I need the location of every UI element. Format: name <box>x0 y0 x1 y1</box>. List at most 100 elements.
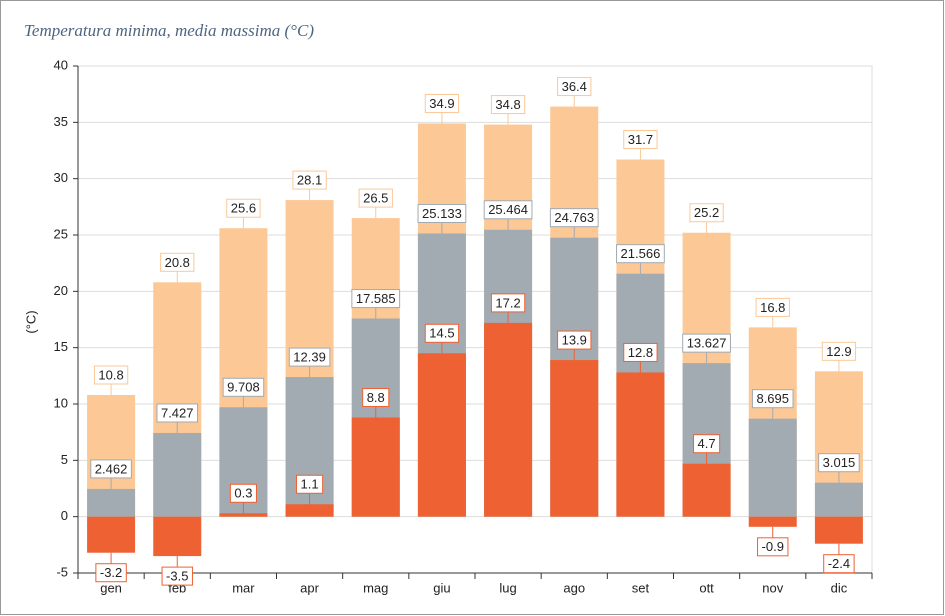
bar <box>153 516 202 557</box>
y-axis-label: (°C) <box>23 310 38 333</box>
value-label: 4.7 <box>698 436 716 451</box>
label-box <box>557 330 592 350</box>
value-label: 12.8 <box>628 345 653 360</box>
x-tick-label: dic <box>831 580 848 595</box>
label-box <box>623 130 658 150</box>
label-box <box>616 244 665 264</box>
bar <box>682 463 731 517</box>
label-box <box>490 293 526 313</box>
label-box <box>93 365 129 385</box>
value-label: -3.5 <box>166 569 188 584</box>
label-box <box>755 297 790 317</box>
label-box <box>358 188 393 208</box>
bar <box>616 372 665 517</box>
value-label: 25.2 <box>694 205 719 220</box>
label-box <box>161 566 193 586</box>
value-label: 17.2 <box>495 295 520 310</box>
y-tick-label: 10 <box>54 395 68 410</box>
bar <box>351 417 400 517</box>
y-tick-label: 30 <box>54 170 68 185</box>
value-label: 25.6 <box>231 201 256 216</box>
label-box <box>549 208 599 228</box>
y-tick-label: 40 <box>54 57 68 72</box>
bar <box>417 353 466 517</box>
label-box <box>682 333 731 353</box>
y-tick-label: 35 <box>54 114 68 129</box>
label-box <box>557 77 592 97</box>
bar <box>748 516 797 527</box>
x-tick-label: mar <box>232 580 255 595</box>
value-label: 21.566 <box>621 246 661 261</box>
value-label: 3.015 <box>823 455 856 470</box>
y-tick-label: -5 <box>56 564 68 579</box>
value-label: 14.5 <box>429 326 454 341</box>
value-label: 12.9 <box>826 344 851 359</box>
label-box <box>229 483 257 503</box>
label-box <box>751 389 794 409</box>
x-tick-label: set <box>632 580 650 595</box>
label-box <box>288 347 331 367</box>
value-label: -3.2 <box>100 565 122 580</box>
label-box <box>222 377 265 397</box>
value-label: 20.8 <box>165 255 190 270</box>
label-box <box>362 388 390 408</box>
value-label: -0.9 <box>762 539 784 554</box>
value-label: 9.708 <box>227 380 260 395</box>
bar <box>814 516 863 544</box>
value-label: 25.464 <box>488 202 528 217</box>
bar <box>550 360 599 517</box>
label-box <box>90 459 132 479</box>
value-label: 24.763 <box>554 210 594 225</box>
label-box <box>689 203 724 223</box>
x-tick-label: ago <box>563 580 585 595</box>
y-tick-label: 0 <box>61 508 68 523</box>
label-box <box>95 563 127 583</box>
label-box <box>424 323 460 343</box>
x-tick-label: giu <box>433 580 450 595</box>
label-box <box>226 198 261 218</box>
value-label: 0.3 <box>234 486 252 501</box>
value-label: 12.39 <box>293 350 326 365</box>
x-tick-label: nov <box>762 580 783 595</box>
x-tick-label: lug <box>499 580 516 595</box>
value-label: 31.7 <box>628 132 653 147</box>
value-label: 28.1 <box>297 173 322 188</box>
label-box <box>490 95 526 115</box>
value-label: 10.8 <box>98 367 123 382</box>
value-label: 7.427 <box>161 405 194 420</box>
bar <box>153 432 202 517</box>
value-label: 25.133 <box>422 206 462 221</box>
value-label: 16.8 <box>760 300 785 315</box>
bar <box>814 482 863 517</box>
value-label: 2.462 <box>95 461 128 476</box>
y-tick-label: 5 <box>61 452 68 467</box>
y-tick-label: 20 <box>54 283 68 298</box>
value-label: 34.8 <box>495 97 520 112</box>
label-box <box>823 554 855 574</box>
label-box <box>417 204 467 224</box>
value-label: 8.695 <box>756 391 789 406</box>
label-box <box>818 453 860 473</box>
value-label: -2.4 <box>828 556 850 571</box>
value-label: 36.4 <box>562 79 587 94</box>
bar <box>285 504 334 517</box>
x-tick-label: gen <box>100 580 122 595</box>
bar <box>748 418 797 517</box>
label-box <box>757 537 789 557</box>
x-tick-label: mag <box>363 580 388 595</box>
y-tick-label: 15 <box>54 339 68 354</box>
label-box <box>693 434 721 454</box>
value-label: 8.8 <box>367 390 385 405</box>
bar <box>87 516 136 553</box>
x-tick-label: apr <box>300 580 319 595</box>
bar <box>484 322 533 517</box>
label-box <box>623 342 658 362</box>
value-label: 13.9 <box>562 332 587 347</box>
bar <box>87 488 136 517</box>
label-box <box>821 341 857 361</box>
label-box <box>296 474 324 494</box>
value-label: 26.5 <box>363 191 388 206</box>
label-box <box>351 289 401 309</box>
